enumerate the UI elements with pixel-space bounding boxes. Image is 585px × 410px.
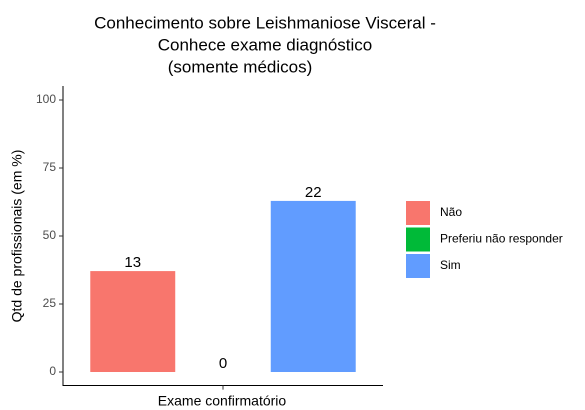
chart-title: Conhece exame diagnóstico	[158, 35, 373, 54]
legend-key	[406, 227, 430, 252]
y-tick-label: 25	[43, 296, 57, 310]
legend-key	[406, 254, 430, 278]
y-tick-label: 0	[49, 364, 56, 378]
legend-label: Preferiu não responder	[440, 232, 563, 246]
bar	[90, 271, 176, 372]
y-tick-label: 50	[43, 228, 57, 242]
legend-label: Não	[440, 205, 462, 219]
chart-title: Conhecimento sobre Leishmaniose Visceral…	[94, 13, 436, 32]
bar-count-label: 0	[219, 355, 227, 372]
y-tick-label: 100	[36, 92, 56, 106]
bar	[270, 200, 356, 372]
bar-count-label: 22	[305, 184, 322, 201]
y-tick-label: 75	[43, 160, 57, 174]
legend-key	[406, 201, 430, 225]
chart-title: (somente médicos)	[168, 57, 313, 76]
legend-label: Sim	[440, 258, 461, 272]
bar-count-label: 13	[124, 254, 141, 271]
y-axis-title: Qtd de profissionais (em %)	[9, 150, 25, 323]
x-axis-title: Exame confirmatório	[158, 393, 287, 409]
